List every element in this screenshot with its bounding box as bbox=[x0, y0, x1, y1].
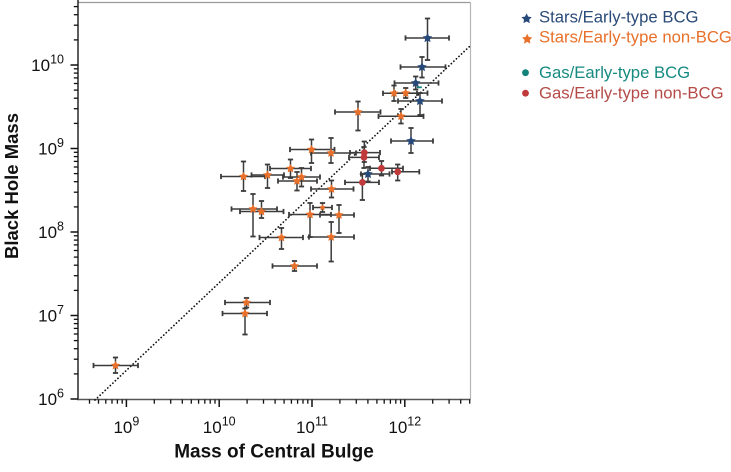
svg-text:Stars/Early-type non-BCG: Stars/Early-type non-BCG bbox=[539, 27, 731, 46]
svg-text:Gas/Early-type non-BCG: Gas/Early-type non-BCG bbox=[539, 83, 724, 102]
svg-text:Stars/Early-type BCG: Stars/Early-type BCG bbox=[539, 8, 699, 27]
svg-text:Black Hole Mass: Black Hole Mass bbox=[1, 113, 22, 259]
svg-text:Mass of Central Bulge: Mass of Central Bulge bbox=[174, 442, 374, 463]
svg-text:Gas/Early-type BCG: Gas/Early-type BCG bbox=[539, 63, 690, 82]
